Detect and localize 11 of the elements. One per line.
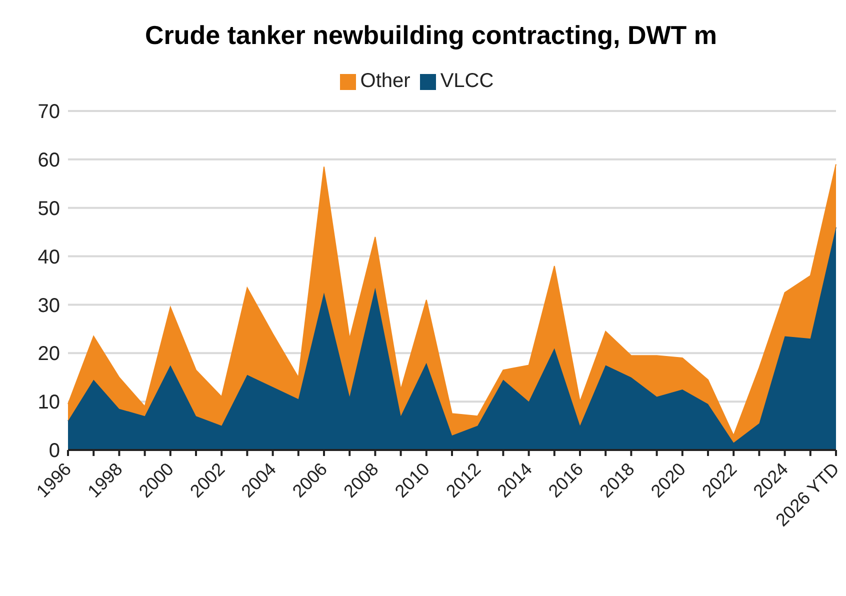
y-tick-label: 30 [38, 294, 60, 317]
y-tick-label: 20 [38, 343, 60, 366]
y-tick-label: 60 [38, 150, 60, 172]
y-tick-label: 40 [38, 246, 60, 268]
y-tick-label: 50 [38, 198, 60, 220]
legend-label: Other [360, 70, 410, 92]
y-tick-label: 10 [38, 392, 60, 414]
y-tick-label: 70 [38, 101, 60, 124]
legend-label: VLCC [440, 70, 494, 92]
y-tick-label: 0 [48, 440, 60, 462]
chart-title: Crude tanker newbuilding contracting, DWT m [144, 19, 718, 52]
